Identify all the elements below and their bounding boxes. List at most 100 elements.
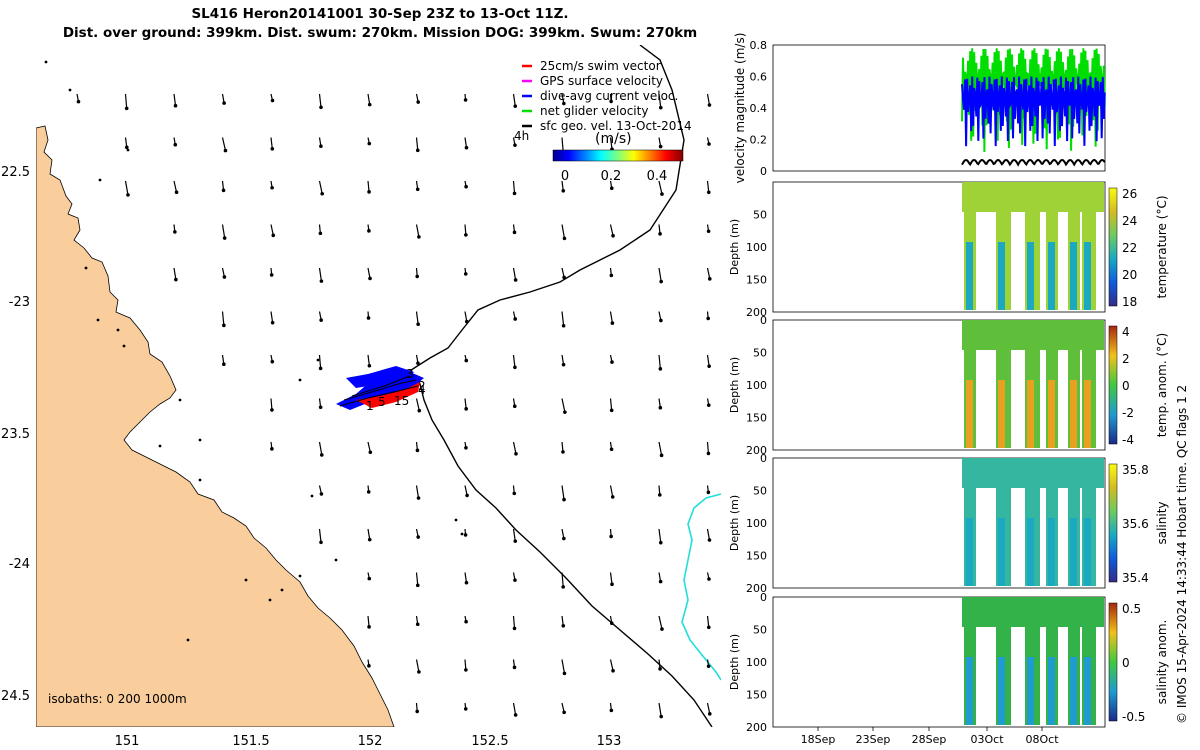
colorbar-tick: -2: [1122, 406, 1134, 420]
surface-velocity-arrow: [415, 702, 419, 714]
island: [310, 494, 314, 498]
series-sfc-geo-vel: [961, 158, 1106, 167]
velocity-y-tick: 0.8: [750, 39, 768, 52]
section-deep-values: [1084, 380, 1091, 448]
map-x-tick: 153: [597, 734, 622, 749]
surface-velocity-arrow: [561, 441, 565, 454]
surface-velocity-arrow: [415, 615, 420, 627]
surface-velocity-arrow: [464, 659, 468, 672]
surface-velocity-arrow: [366, 485, 371, 494]
surface-velocity-arrow: [270, 93, 275, 103]
surface-velocity-arrow: [658, 137, 663, 149]
depth-tick: 50: [753, 209, 767, 222]
surface-velocity-arrow: [415, 485, 421, 500]
surface-velocity-arrow: [561, 615, 566, 628]
surface-velocity-arrow: [658, 354, 663, 371]
colorbar-tick: -4: [1122, 433, 1134, 447]
surface-velocity-arrow: [609, 485, 615, 499]
surface-velocity-arrow: [366, 311, 371, 320]
island: [98, 178, 102, 182]
island: [454, 518, 458, 522]
surface-velocity-arrow: [561, 485, 566, 502]
surface-velocity-arrow: [464, 441, 468, 450]
depth-tick: 200: [746, 306, 767, 319]
section-deep-values: [998, 657, 1005, 725]
depth-tick: 50: [753, 347, 767, 360]
surface-velocity-arrow: [512, 702, 518, 717]
surface-velocity-arrow: [464, 572, 469, 585]
surface-velocity-arrow: [561, 267, 566, 280]
surface-velocity-arrow: [173, 267, 178, 282]
surface-velocity-arrow: [512, 572, 517, 582]
legend-entry: net glider velocity: [540, 104, 648, 118]
isobath-cyan: [681, 493, 721, 681]
surface-velocity-arrow: [221, 180, 226, 193]
surface-velocity-arrow: [706, 485, 711, 495]
colorbar-tick: 35.6: [1122, 517, 1149, 531]
colorbar-tick: 0.2: [601, 169, 622, 184]
section-deep-values: [1048, 380, 1055, 448]
colorbar-label: temperature (°C): [1155, 196, 1169, 299]
surface-velocity-arrow: [609, 311, 615, 325]
surface-velocity-arrow: [415, 572, 420, 588]
surface-velocity-arrow: [318, 528, 323, 545]
section-deep-values: [1084, 242, 1091, 310]
depth-tick: 150: [746, 274, 767, 287]
section-deep-values: [998, 242, 1005, 310]
surface-velocity-arrow: [706, 702, 712, 716]
surface-velocity-arrow: [706, 93, 712, 107]
depth-tick: 100: [746, 517, 767, 530]
section-deep-values: [1027, 657, 1034, 725]
surface-velocity-arrow: [561, 224, 567, 241]
surface-velocity-arrow: [658, 441, 664, 458]
surface-velocity-arrow: [367, 224, 371, 233]
island: [198, 438, 202, 442]
island: [298, 574, 302, 578]
chart-title-line-2: Dist. over ground: 399km. Dist. swum: 27…: [62, 25, 698, 41]
section-deep-values: [966, 657, 973, 725]
colorbar-tick: 0.4: [647, 169, 668, 184]
surface-velocity-arrow: [76, 93, 81, 104]
island: [334, 558, 338, 562]
surface-velocity-arrow: [464, 485, 469, 498]
section-deep-values: [966, 380, 973, 448]
time-tick: 28Sep: [912, 733, 947, 746]
track-day-label: 4: [418, 383, 426, 397]
surface-velocity-arrow: [318, 485, 324, 496]
colorbar-tick: 2: [1122, 352, 1130, 366]
depth-ylabel: Depth (m): [728, 495, 741, 551]
surface-velocity-arrow: [463, 267, 468, 276]
colorbar-title: (m/s): [595, 131, 632, 147]
glider-track: [336, 366, 424, 410]
legend-entry: GPS surface velocity: [540, 74, 663, 88]
colorbar-label: salinity: [1155, 501, 1169, 544]
surface-velocity-arrow: [609, 267, 614, 278]
surface-velocity-arrow: [221, 137, 228, 153]
surface-velocity-arrow: [512, 267, 518, 282]
section-panel: 0 50 100 150 200 Depth (m) 4 2 0 -2 -4 temp. anom. …: [728, 314, 1169, 457]
surface-velocity-arrow: [561, 659, 567, 676]
surface-velocity-arrow: [367, 659, 371, 668]
surface-velocity-arrow: [561, 702, 566, 715]
surface-velocity-arrow: [415, 528, 420, 539]
surface-velocity-arrow: [658, 659, 662, 671]
surface-velocity-arrow: [270, 441, 274, 451]
surface-velocity-arrow: [512, 615, 517, 631]
depth-tick: 50: [753, 485, 767, 498]
island: [198, 478, 202, 482]
surface-velocity-arrow: [415, 93, 420, 104]
surface-velocity-arrow: [512, 311, 518, 321]
depth-tick: 0: [760, 314, 767, 327]
timestep-label: 4h: [514, 129, 529, 143]
colorbar-tick: 20: [1122, 268, 1137, 282]
depth-ylabel: Depth (m): [728, 357, 741, 413]
surface-velocity-arrow: [463, 528, 468, 537]
surface-velocity-arrow: [609, 398, 614, 413]
map-y-tick: 24.5: [1, 689, 30, 704]
surface-velocity-arrow: [318, 441, 324, 457]
depth-tick: 200: [746, 582, 767, 595]
surface-velocity-arrow: [658, 398, 663, 410]
surface-velocity-arrow: [318, 224, 323, 236]
surface-velocity-arrow: [658, 93, 663, 110]
